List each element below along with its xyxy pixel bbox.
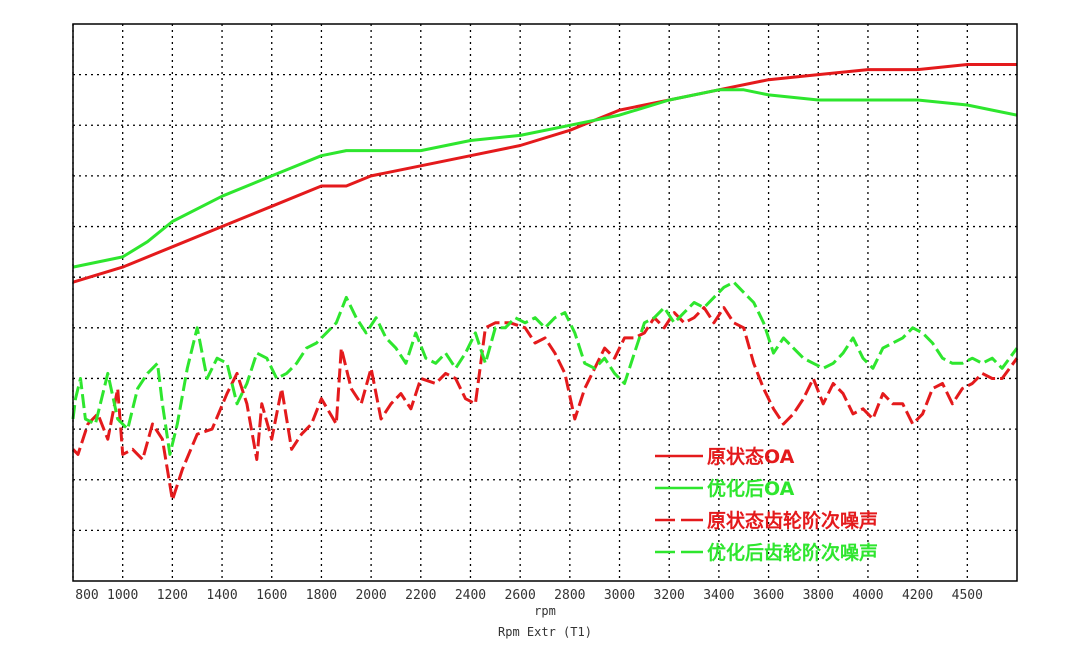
x-tick-label: 1200	[157, 588, 188, 603]
x-tick-labels: 800 1000 1200 1400 1600 1800 2000 2200 2400 2600 2…	[75, 588, 983, 603]
legend-label: 优化后OA	[707, 477, 795, 500]
series-line-1	[72, 63, 1017, 284]
x-axis-unit: rpm	[534, 604, 556, 618]
x-tick-label: 4200	[902, 588, 933, 603]
legend-label: 原状态OA	[707, 445, 795, 468]
x-tick-label: 3400	[703, 588, 734, 603]
x-tick-label: 4500	[952, 588, 983, 603]
series-layer	[71, 63, 1019, 502]
x-tick-label: 2000	[355, 588, 386, 603]
x-tick-label: 1600	[256, 588, 287, 603]
x-tick-label: 800	[75, 588, 98, 603]
x-tick-label: 2200	[405, 588, 436, 603]
x-tick-label: 3800	[803, 588, 834, 603]
x-tick-label: 1400	[206, 588, 237, 603]
x-axis-title: Rpm Extr (T1)	[498, 625, 592, 639]
x-tick-label: 2400	[455, 588, 486, 603]
grid-lines	[72, 24, 1017, 581]
x-tick-label: 2600	[505, 588, 536, 603]
x-tick-label: 3000	[604, 588, 635, 603]
legend-label: 优化后齿轮阶次噪声	[707, 541, 878, 564]
x-tick-label: 4000	[852, 588, 883, 603]
legend-label: 原状态齿轮阶次噪声	[707, 509, 878, 532]
x-tick-label: 1000	[107, 588, 138, 603]
series-line-4	[71, 280, 1019, 456]
plot-frame	[72, 23, 1018, 582]
x-tick-label: 3200	[654, 588, 685, 603]
series-line-3	[71, 306, 1019, 502]
x-tick-label: 2800	[554, 588, 585, 603]
x-tick-label: 3600	[753, 588, 784, 603]
x-tick-label: 1800	[306, 588, 337, 603]
series-line-2	[72, 88, 1018, 269]
